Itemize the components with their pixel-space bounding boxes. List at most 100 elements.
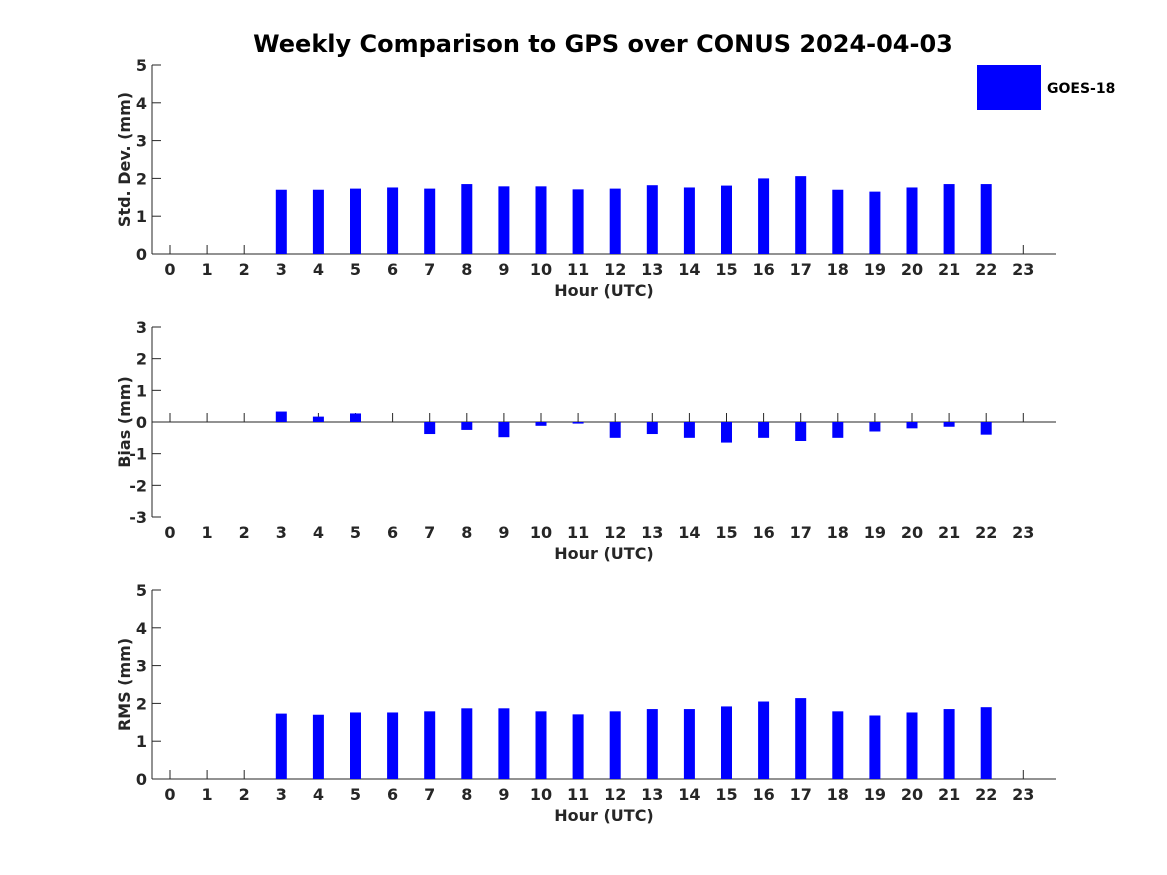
rms-x-axis-label: Hour (UTC) — [554, 806, 654, 825]
rms-x-tick-label: 12 — [604, 785, 626, 804]
std-dev-x-tick-label: 23 — [1012, 260, 1034, 279]
std-dev-x-tick-label: 0 — [164, 260, 175, 279]
rms-bar — [350, 712, 361, 779]
rms-bar — [943, 709, 955, 779]
bias-x-tick-label: 22 — [975, 523, 997, 542]
std-dev-bar — [758, 178, 770, 254]
std-dev-y-axis-label: Std. Dev. (mm) — [115, 92, 134, 227]
std-dev-y-tick-label: 0 — [136, 245, 147, 264]
rms-x-tick-label: 10 — [530, 785, 552, 804]
rms-x-tick-label: 13 — [641, 785, 663, 804]
legend-swatch — [977, 65, 1041, 110]
rms-bar — [721, 706, 732, 779]
bias-bar — [721, 422, 732, 443]
bias-bar — [795, 422, 807, 441]
std-dev-x-tick-label: 7 — [424, 260, 435, 279]
rms-bar — [387, 712, 399, 779]
rms-bar — [683, 709, 695, 779]
rms-x-tick-label: 17 — [790, 785, 812, 804]
std-dev-bar — [980, 184, 992, 254]
std-dev-bar — [609, 188, 621, 254]
bias-bar — [609, 422, 621, 438]
rms-y-tick-label: 2 — [136, 694, 147, 713]
bias-y-tick-label: -1 — [129, 445, 147, 464]
bias-x-tick-label: 3 — [276, 523, 287, 542]
rms-bar — [312, 714, 324, 779]
std-dev-x-tick-label: 2 — [239, 260, 250, 279]
rms-x-tick-label: 3 — [276, 785, 287, 804]
std-dev-x-tick-label: 16 — [752, 260, 774, 279]
std-dev-bar — [832, 189, 844, 254]
std-dev-x-tick-label: 8 — [461, 260, 472, 279]
std-dev-bar — [943, 184, 955, 254]
std-dev-bar — [350, 188, 361, 254]
std-dev-x-tick-label: 4 — [313, 260, 324, 279]
bias-y-tick-label: 1 — [136, 381, 147, 400]
rms-y-tick-label: 1 — [136, 732, 147, 751]
rms-y-axis-label: RMS (mm) — [115, 638, 134, 731]
bias-x-tick-label: 7 — [424, 523, 435, 542]
bias-x-tick-label: 23 — [1012, 523, 1034, 542]
bias-y-tick-label: 0 — [136, 413, 147, 432]
rms-x-tick-label: 20 — [901, 785, 923, 804]
std-dev-x-tick-label: 1 — [202, 260, 213, 279]
bias-bar — [943, 422, 955, 427]
rms-y-tick-label: 4 — [136, 619, 147, 638]
bias-x-tick-label: 15 — [715, 523, 737, 542]
rms-bar — [832, 711, 844, 779]
std-dev-bar — [424, 188, 436, 254]
std-dev-bar — [498, 186, 510, 254]
rms-x-tick-label: 0 — [164, 785, 175, 804]
rms-bar — [758, 701, 770, 779]
rms-y-tick-label: 5 — [136, 581, 147, 600]
figure-title: Weekly Comparison to GPS over CONUS 2024… — [253, 30, 953, 58]
bias-bar — [498, 422, 510, 438]
std-dev-y-tick-label: 4 — [136, 94, 147, 113]
std-dev-bar — [646, 185, 658, 254]
std-dev-y-tick-label: 2 — [136, 169, 147, 188]
std-dev-x-tick-label: 17 — [790, 260, 812, 279]
rms-x-tick-label: 4 — [313, 785, 324, 804]
std-dev-x-tick-label: 20 — [901, 260, 923, 279]
rms-y-tick-label: 3 — [136, 657, 147, 676]
bias-bar — [758, 422, 770, 438]
bias-x-tick-label: 10 — [530, 523, 552, 542]
std-dev-bar — [461, 184, 473, 254]
bias-x-axis-label: Hour (UTC) — [554, 544, 654, 563]
bias-x-tick-label: 12 — [604, 523, 626, 542]
std-dev-x-tick-label: 6 — [387, 260, 398, 279]
rms-bar — [572, 714, 584, 779]
std-dev-x-tick-label: 21 — [938, 260, 960, 279]
std-dev-bar — [683, 187, 695, 254]
bias-bar — [906, 422, 918, 429]
bias-x-tick-label: 20 — [901, 523, 923, 542]
std-dev-x-tick-label: 18 — [827, 260, 849, 279]
bias-x-tick-label: 16 — [752, 523, 774, 542]
rms-x-tick-label: 9 — [498, 785, 509, 804]
rms-x-tick-label: 6 — [387, 785, 398, 804]
rms-bar — [869, 715, 881, 779]
rms-x-tick-label: 14 — [678, 785, 700, 804]
rms-bar — [980, 707, 992, 779]
rms-x-tick-label: 15 — [715, 785, 737, 804]
rms-bar — [609, 711, 621, 779]
bias-x-tick-label: 9 — [498, 523, 509, 542]
bias-x-tick-label: 2 — [239, 523, 250, 542]
bias-x-tick-label: 13 — [641, 523, 663, 542]
legend-label: GOES-18 — [1047, 81, 1115, 97]
bias-bar — [683, 422, 695, 438]
bias-x-tick-label: 1 — [202, 523, 213, 542]
rms-y-tick-label: 0 — [136, 770, 147, 789]
rms-bar — [498, 708, 510, 779]
bias-x-tick-label: 19 — [864, 523, 886, 542]
std-dev-x-tick-label: 10 — [530, 260, 552, 279]
bias-x-tick-label: 18 — [827, 523, 849, 542]
std-dev-x-tick-label: 5 — [350, 260, 361, 279]
std-dev-bar — [869, 191, 881, 254]
rms-x-tick-label: 21 — [938, 785, 960, 804]
rms-x-tick-label: 2 — [239, 785, 250, 804]
bias-x-tick-label: 0 — [164, 523, 175, 542]
